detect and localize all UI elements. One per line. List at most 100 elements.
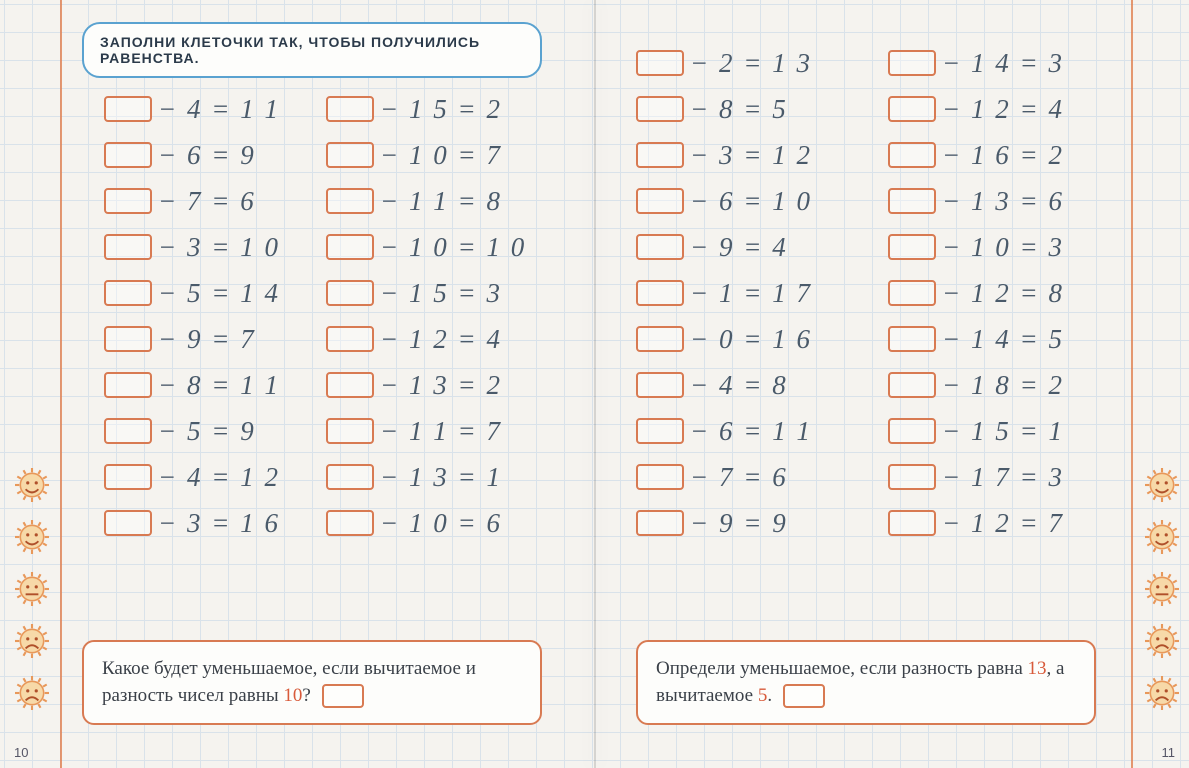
fill-in-box[interactable] (636, 510, 684, 536)
fill-in-box[interactable] (104, 372, 152, 398)
equation-expression: − 1 0 = 7 (380, 140, 502, 171)
equation-row: − 9 = 4 (636, 224, 812, 270)
instruction-box: Заполни клеточки так, чтобы получились р… (82, 22, 542, 78)
fill-in-box[interactable] (326, 234, 374, 260)
equation-expression: − 4 = 1 2 (158, 462, 280, 493)
fill-in-box[interactable] (326, 326, 374, 352)
sun-icon (15, 468, 49, 502)
fill-in-box[interactable] (326, 188, 374, 214)
equation-column-2: − 1 5 = 2− 1 0 = 7− 1 1 = 8− 1 0 = 1 0− … (326, 86, 526, 546)
fill-in-box[interactable] (888, 50, 936, 76)
equation-row: − 1 5 = 3 (326, 270, 526, 316)
equation-row: − 4 = 1 2 (104, 454, 280, 500)
fill-in-box[interactable] (636, 280, 684, 306)
equation-expression: − 1 1 = 7 (380, 416, 502, 447)
fill-in-box[interactable] (104, 280, 152, 306)
fill-in-box[interactable] (888, 96, 936, 122)
equation-column-3: − 2 = 1 3− 8 = 5− 3 = 1 2− 6 = 1 0− 9 = … (636, 40, 812, 546)
equation-expression: − 0 = 1 6 (690, 324, 812, 355)
fill-in-box[interactable] (104, 510, 152, 536)
equation-row: − 7 = 6 (636, 454, 812, 500)
fill-in-box[interactable] (326, 464, 374, 490)
fill-in-box[interactable] (888, 418, 936, 444)
fill-in-box[interactable] (326, 418, 374, 444)
equation-expression: − 1 0 = 6 (380, 508, 502, 539)
page-number-right: 11 (1162, 745, 1176, 760)
sun-strip-left (14, 468, 50, 710)
fill-in-box[interactable] (104, 464, 152, 490)
fill-in-box[interactable] (636, 50, 684, 76)
fill-in-box[interactable] (104, 188, 152, 214)
fill-in-box[interactable] (636, 188, 684, 214)
equation-expression: − 9 = 4 (690, 232, 788, 263)
fill-in-box[interactable] (636, 464, 684, 490)
equation-row: − 1 = 1 7 (636, 270, 812, 316)
equation-column-1: − 4 = 1 1− 6 = 9− 7 = 6− 3 = 1 0− 5 = 1 … (104, 86, 280, 546)
equation-row: − 1 3 = 1 (326, 454, 526, 500)
equation-expression: − 8 = 1 1 (158, 370, 280, 401)
equation-expression: − 6 = 9 (158, 140, 256, 171)
equation-expression: − 1 3 = 1 (380, 462, 502, 493)
equation-expression: − 9 = 9 (690, 508, 788, 539)
equation-expression: − 1 3 = 2 (380, 370, 502, 401)
fill-in-box[interactable] (326, 280, 374, 306)
equation-row: − 1 6 = 2 (888, 132, 1064, 178)
equation-expression: − 1 3 = 6 (942, 186, 1064, 217)
equation-expression: − 2 = 1 3 (690, 48, 812, 79)
fill-in-box[interactable] (888, 280, 936, 306)
fill-in-box[interactable] (104, 142, 152, 168)
answer-box[interactable] (322, 684, 364, 708)
equation-row: − 1 5 = 1 (888, 408, 1064, 454)
fill-in-box[interactable] (326, 372, 374, 398)
fill-in-box[interactable] (636, 142, 684, 168)
fill-in-box[interactable] (888, 464, 936, 490)
equation-expression: − 1 5 = 3 (380, 278, 502, 309)
equation-row: − 3 = 1 2 (636, 132, 812, 178)
fill-in-box[interactable] (636, 418, 684, 444)
equation-row: − 1 4 = 3 (888, 40, 1064, 86)
equation-row: − 4 = 1 1 (104, 86, 280, 132)
equation-row: − 1 0 = 1 0 (326, 224, 526, 270)
sun-icon (15, 520, 49, 554)
equation-row: − 1 3 = 2 (326, 362, 526, 408)
fill-in-box[interactable] (888, 326, 936, 352)
fill-in-box[interactable] (104, 418, 152, 444)
fill-in-box[interactable] (888, 234, 936, 260)
fill-in-box[interactable] (326, 96, 374, 122)
sun-icon (1145, 676, 1179, 710)
equation-expression: − 1 5 = 2 (380, 94, 502, 125)
sun-icon (1145, 468, 1179, 502)
equation-row: − 1 4 = 5 (888, 316, 1064, 362)
equation-row: − 4 = 8 (636, 362, 812, 408)
equation-expression: − 3 = 1 6 (158, 508, 280, 539)
equation-expression: − 1 2 = 4 (380, 324, 502, 355)
equation-row: − 6 = 1 0 (636, 178, 812, 224)
fill-in-box[interactable] (636, 372, 684, 398)
sun-icon (15, 624, 49, 658)
fill-in-box[interactable] (326, 142, 374, 168)
equation-row: − 5 = 9 (104, 408, 280, 454)
fill-in-box[interactable] (104, 326, 152, 352)
fill-in-box[interactable] (636, 326, 684, 352)
equation-expression: − 1 7 = 3 (942, 462, 1064, 493)
equation-row: − 9 = 9 (636, 500, 812, 546)
fill-in-box[interactable] (326, 510, 374, 536)
wp-left-post: ? (302, 685, 310, 706)
equation-expression: − 1 = 1 7 (690, 278, 812, 309)
page-number-left: 10 (14, 745, 28, 760)
equation-expression: − 6 = 1 1 (690, 416, 812, 447)
fill-in-box[interactable] (104, 96, 152, 122)
fill-in-box[interactable] (888, 372, 936, 398)
sun-icon (1145, 572, 1179, 606)
equation-expression: − 1 0 = 1 0 (380, 232, 526, 263)
sun-icon (1145, 624, 1179, 658)
equation-row: − 8 = 1 1 (104, 362, 280, 408)
fill-in-box[interactable] (888, 142, 936, 168)
answer-box[interactable] (783, 684, 825, 708)
fill-in-box[interactable] (636, 234, 684, 260)
fill-in-box[interactable] (636, 96, 684, 122)
fill-in-box[interactable] (888, 510, 936, 536)
fill-in-box[interactable] (104, 234, 152, 260)
equation-expression: − 1 0 = 3 (942, 232, 1064, 263)
fill-in-box[interactable] (888, 188, 936, 214)
